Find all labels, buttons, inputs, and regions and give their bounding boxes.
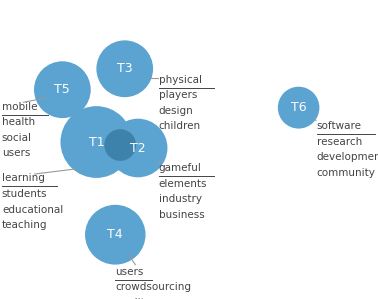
Text: physical: physical bbox=[159, 75, 202, 85]
Text: social: social bbox=[2, 133, 32, 143]
Text: educational: educational bbox=[2, 205, 63, 214]
Text: design: design bbox=[159, 106, 194, 116]
Text: users: users bbox=[2, 148, 30, 158]
Text: elements: elements bbox=[159, 179, 207, 188]
Ellipse shape bbox=[96, 40, 153, 97]
Text: users: users bbox=[115, 267, 144, 277]
Text: teaching: teaching bbox=[2, 220, 47, 230]
Text: students: students bbox=[2, 189, 47, 199]
Text: industry: industry bbox=[159, 194, 202, 204]
Ellipse shape bbox=[278, 87, 319, 129]
Text: development: development bbox=[317, 152, 378, 162]
Text: players: players bbox=[159, 90, 197, 100]
Text: software: software bbox=[317, 121, 362, 131]
Text: quality: quality bbox=[115, 298, 151, 299]
Text: T1: T1 bbox=[88, 135, 104, 149]
Text: business: business bbox=[159, 210, 204, 219]
Text: health: health bbox=[2, 117, 35, 127]
Text: learning: learning bbox=[2, 173, 45, 183]
Ellipse shape bbox=[108, 119, 167, 177]
Text: software: software bbox=[317, 121, 362, 131]
Text: physical: physical bbox=[159, 75, 202, 85]
Text: users: users bbox=[115, 267, 144, 277]
Text: crowdsourcing: crowdsourcing bbox=[115, 282, 191, 292]
Text: children: children bbox=[159, 121, 201, 131]
Text: community: community bbox=[317, 168, 376, 178]
Ellipse shape bbox=[104, 129, 136, 161]
Text: mobile: mobile bbox=[2, 102, 37, 112]
Text: research: research bbox=[317, 137, 362, 147]
Text: T5: T5 bbox=[54, 83, 70, 96]
Text: mobile: mobile bbox=[2, 102, 37, 112]
Text: gameful: gameful bbox=[159, 163, 201, 173]
Text: learning: learning bbox=[2, 173, 45, 183]
Text: gameful: gameful bbox=[159, 163, 201, 173]
Text: T3: T3 bbox=[117, 62, 133, 75]
Text: T4: T4 bbox=[107, 228, 123, 241]
Text: T2: T2 bbox=[130, 141, 146, 155]
Text: T6: T6 bbox=[291, 101, 307, 114]
Ellipse shape bbox=[85, 205, 146, 265]
Ellipse shape bbox=[60, 106, 132, 178]
Ellipse shape bbox=[34, 61, 91, 118]
